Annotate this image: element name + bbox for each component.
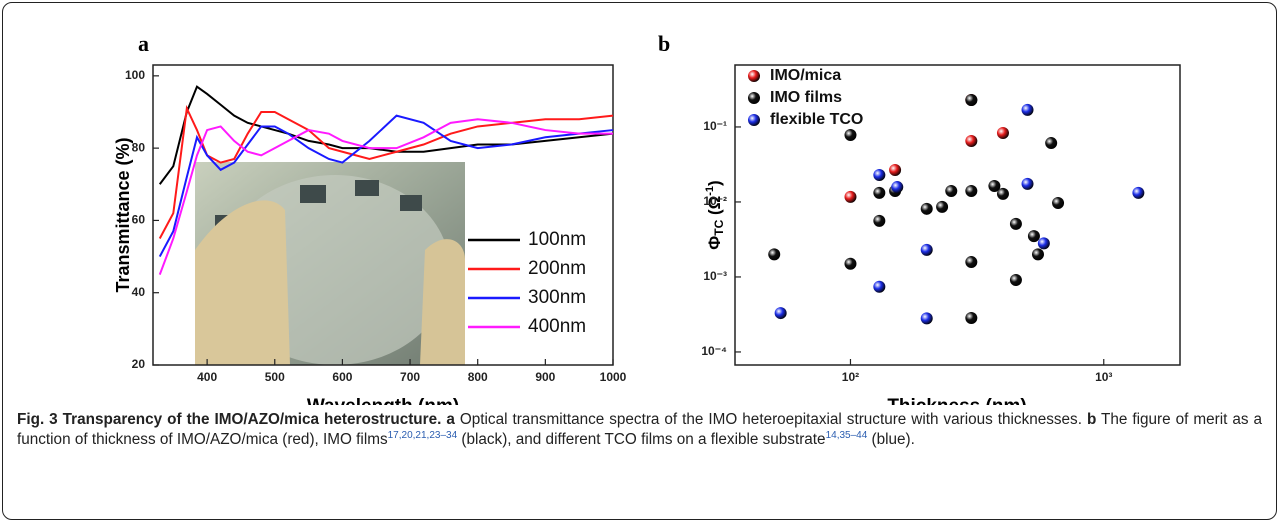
- caption-normal: The figure of merit as a function of thi…: [17, 411, 1263, 448]
- plot-frame: [734, 64, 1181, 366]
- series-line: [158, 85, 614, 185]
- x-tick-label: 600: [332, 370, 352, 384]
- y-title-part: -1: [704, 186, 716, 196]
- legend-label: 400nm: [528, 316, 586, 337]
- plot-frame: [152, 64, 614, 366]
- caption-normal: (blue).: [867, 431, 915, 448]
- y-axis-title: Transmittance (%): [113, 137, 133, 292]
- legend-label: IMO/mica: [770, 67, 841, 84]
- legend-swatch: [748, 70, 760, 82]
- x-axis-title: Wavelength (nm): [307, 396, 459, 405]
- legend-label: 200nm: [528, 258, 586, 279]
- data-point: [774, 307, 787, 320]
- x-tick-label: 10²: [842, 370, 859, 384]
- y-tick-label: 10⁻³: [703, 269, 727, 283]
- data-point: [965, 184, 978, 197]
- x-tick-label: 400: [197, 370, 217, 384]
- data-point: [889, 163, 902, 176]
- data-point: [920, 243, 933, 256]
- legend-label: IMO films: [770, 89, 842, 106]
- caption-bold: Fig. 3 Transparency of the IMO/AZO/mica …: [17, 411, 442, 428]
- legend-swatch: [748, 92, 760, 104]
- x-tick-label: 500: [265, 370, 285, 384]
- y-tick-label: 40: [132, 285, 146, 299]
- y-title-part: (Ω: [705, 196, 724, 220]
- legend-swatch: [748, 114, 760, 126]
- data-point: [1052, 196, 1065, 209]
- charts: a Wavelength (nm) Transmittance (%) b Th…: [113, 31, 1181, 405]
- caption-ref[interactable]: 17,20,21,23–34: [387, 429, 458, 441]
- x-tick-label: 1000: [600, 370, 627, 384]
- data-point: [873, 168, 886, 181]
- y-tick-label: 10⁻²: [703, 194, 727, 208]
- y-title-part: ): [705, 180, 724, 186]
- caption-normal: (black), and different TCO films on a fl…: [457, 431, 826, 448]
- data-point: [873, 214, 886, 227]
- data-point: [1021, 177, 1034, 190]
- data-point: [873, 186, 886, 199]
- x-tick-label: 10³: [1095, 370, 1112, 384]
- data-point: [1009, 274, 1022, 287]
- caption-normal: Optical transmittance spectra of the IMO…: [454, 411, 1087, 428]
- data-point: [844, 257, 857, 270]
- data-point: [996, 187, 1009, 200]
- data-point: [1021, 103, 1034, 116]
- x-tick-label: 700: [400, 370, 420, 384]
- data-point: [996, 127, 1009, 140]
- inset-photo: [195, 162, 465, 365]
- data-point: [1045, 137, 1058, 150]
- caption-ref[interactable]: 14,35–44: [825, 429, 868, 441]
- caption-bold: a: [446, 411, 455, 428]
- y-tick-label: 10⁻⁴: [701, 344, 727, 358]
- series-line: [158, 118, 613, 275]
- x-tick-label: 900: [535, 370, 555, 384]
- data-point: [844, 190, 857, 203]
- x-tick-label: 800: [468, 370, 488, 384]
- data-point: [920, 202, 933, 215]
- caption: Fig. 3 Transparency of the IMO/AZO/mica …: [17, 410, 1262, 450]
- y-title-part: Φ: [705, 236, 724, 250]
- panel-label: a: [138, 31, 149, 56]
- y-tick-label: 20: [132, 357, 146, 371]
- legend-label: 100nm: [528, 229, 586, 250]
- series-line: [158, 114, 614, 258]
- data-point: [1009, 217, 1022, 230]
- data-point: [920, 312, 933, 325]
- legend-label: 300nm: [528, 287, 586, 308]
- data-point: [844, 129, 857, 142]
- data-point: [965, 311, 978, 324]
- y-tick-label: 80: [132, 140, 146, 154]
- y-tick-label: 60: [132, 213, 146, 227]
- panel-label: b: [658, 31, 670, 56]
- data-point: [873, 280, 886, 293]
- data-point: [965, 93, 978, 106]
- data-point: [1132, 186, 1145, 199]
- x-axis-title: Thickness (nm): [887, 396, 1026, 405]
- data-point: [891, 181, 904, 194]
- data-point: [1037, 237, 1050, 250]
- data-point: [945, 184, 958, 197]
- data-point: [1027, 230, 1040, 243]
- y-tick-label: 100: [125, 68, 145, 82]
- data-point: [965, 134, 978, 147]
- data-point: [936, 200, 949, 213]
- caption-bold: b: [1086, 411, 1097, 428]
- y-title-part: TC: [712, 219, 726, 235]
- legend-label: flexible TCO: [770, 111, 863, 128]
- y-axis-title: ΦTC (Ω-1): [704, 180, 726, 249]
- data-point: [768, 248, 781, 261]
- data-point: [988, 180, 1001, 193]
- data-point: [965, 256, 978, 269]
- data-point: [1031, 248, 1044, 261]
- y-tick-label: 10⁻¹: [703, 119, 727, 133]
